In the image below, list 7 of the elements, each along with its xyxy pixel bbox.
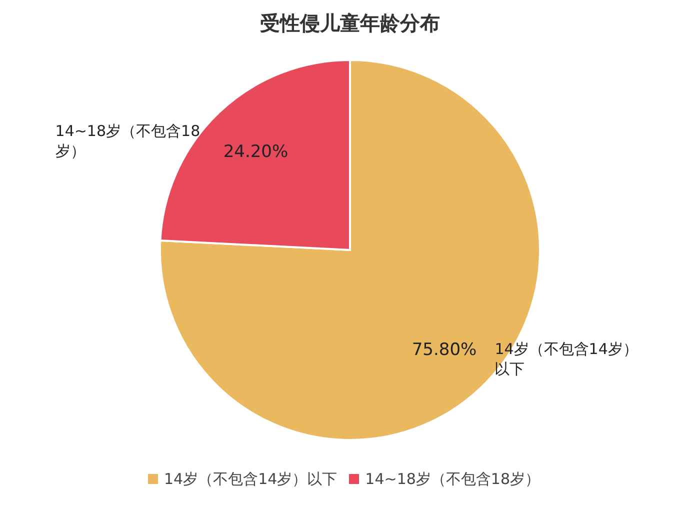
data-label: 75.80% — [412, 340, 477, 360]
slice-label: 14~18岁（不包含18岁） — [55, 121, 202, 162]
legend-label: 14~18岁（不包含18岁） — [365, 470, 540, 488]
data-label: 24.20% — [223, 142, 288, 162]
slice-label: 14岁（不包含14岁）以下 — [494, 338, 639, 379]
chart-title: 受性侵儿童年龄分布 — [260, 11, 440, 35]
legend-label: 14岁（不包含14岁）以下 — [164, 470, 338, 488]
